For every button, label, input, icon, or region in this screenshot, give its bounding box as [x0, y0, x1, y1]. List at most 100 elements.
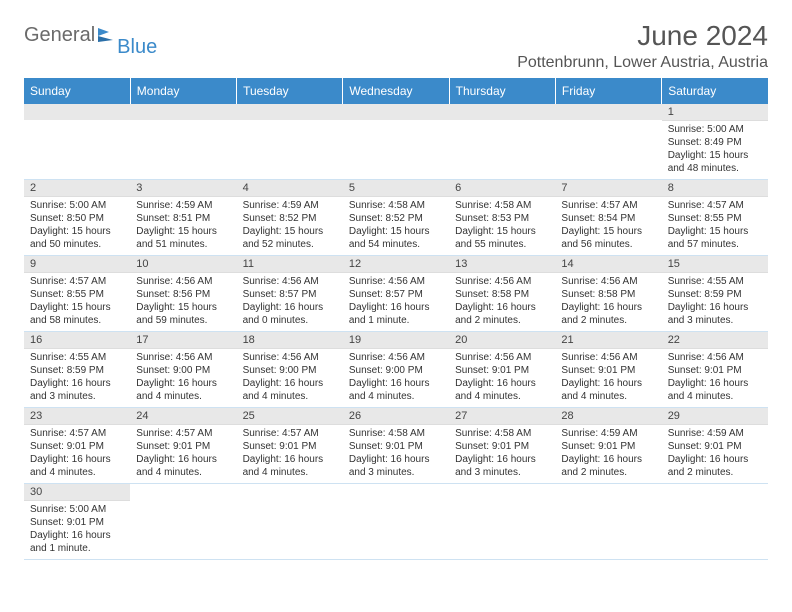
- day-number: 13: [449, 256, 555, 273]
- day-content: Sunrise: 4:59 AMSunset: 8:51 PMDaylight:…: [130, 197, 236, 255]
- sunrise-line: Sunrise: 4:58 AM: [455, 427, 549, 440]
- daylight-line: Daylight: 15 hours and 48 minutes.: [668, 149, 762, 175]
- calendar-cell: 26Sunrise: 4:58 AMSunset: 9:01 PMDayligh…: [343, 408, 449, 484]
- day-content: Sunrise: 4:56 AMSunset: 9:01 PMDaylight:…: [555, 349, 661, 407]
- day-content: Sunrise: 4:56 AMSunset: 8:57 PMDaylight:…: [343, 273, 449, 331]
- sunset-line: Sunset: 8:53 PM: [455, 212, 549, 225]
- sunrise-line: Sunrise: 4:56 AM: [668, 351, 762, 364]
- day-content: Sunrise: 4:58 AMSunset: 8:52 PMDaylight:…: [343, 197, 449, 255]
- sunrise-line: Sunrise: 4:57 AM: [30, 427, 124, 440]
- sunset-line: Sunset: 8:54 PM: [561, 212, 655, 225]
- sunset-line: Sunset: 8:55 PM: [30, 288, 124, 301]
- calendar-cell: [449, 484, 555, 560]
- sunrise-line: Sunrise: 4:56 AM: [561, 275, 655, 288]
- calendar-week-row: 1Sunrise: 5:00 AMSunset: 8:49 PMDaylight…: [24, 104, 768, 180]
- day-content: Sunrise: 4:57 AMSunset: 8:55 PMDaylight:…: [662, 197, 768, 255]
- day-number: 28: [555, 408, 661, 425]
- day-number: 9: [24, 256, 130, 273]
- day-number: 3: [130, 180, 236, 197]
- day-content: Sunrise: 4:55 AMSunset: 8:59 PMDaylight:…: [662, 273, 768, 331]
- weekday-header: Tuesday: [237, 78, 343, 104]
- weekday-header: Wednesday: [343, 78, 449, 104]
- calendar-cell: 19Sunrise: 4:56 AMSunset: 9:00 PMDayligh…: [343, 332, 449, 408]
- daylight-line: Daylight: 16 hours and 4 minutes.: [455, 377, 549, 403]
- day-number: 4: [237, 180, 343, 197]
- day-number: 12: [343, 256, 449, 273]
- calendar-cell: 3Sunrise: 4:59 AMSunset: 8:51 PMDaylight…: [130, 180, 236, 256]
- sunset-line: Sunset: 8:58 PM: [561, 288, 655, 301]
- sunset-line: Sunset: 9:00 PM: [136, 364, 230, 377]
- daylight-line: Daylight: 16 hours and 4 minutes.: [136, 377, 230, 403]
- logo: General Blue: [24, 24, 157, 47]
- sunrise-line: Sunrise: 4:56 AM: [243, 275, 337, 288]
- calendar-cell: 22Sunrise: 4:56 AMSunset: 9:01 PMDayligh…: [662, 332, 768, 408]
- day-content: Sunrise: 4:59 AMSunset: 8:52 PMDaylight:…: [237, 197, 343, 255]
- calendar-cell: 9Sunrise: 4:57 AMSunset: 8:55 PMDaylight…: [24, 256, 130, 332]
- sunset-line: Sunset: 9:01 PM: [561, 364, 655, 377]
- sunset-line: Sunset: 8:55 PM: [668, 212, 762, 225]
- calendar-cell: 21Sunrise: 4:56 AMSunset: 9:01 PMDayligh…: [555, 332, 661, 408]
- day-content: Sunrise: 4:58 AMSunset: 8:53 PMDaylight:…: [449, 197, 555, 255]
- day-content: Sunrise: 4:57 AMSunset: 9:01 PMDaylight:…: [237, 425, 343, 483]
- empty-day-header: [555, 104, 661, 120]
- day-content: Sunrise: 4:57 AMSunset: 9:01 PMDaylight:…: [24, 425, 130, 483]
- sunrise-line: Sunrise: 4:59 AM: [136, 199, 230, 212]
- sunrise-line: Sunrise: 4:56 AM: [561, 351, 655, 364]
- sunset-line: Sunset: 8:56 PM: [136, 288, 230, 301]
- day-number: 18: [237, 332, 343, 349]
- calendar-cell: [237, 104, 343, 180]
- sunset-line: Sunset: 9:01 PM: [668, 440, 762, 453]
- daylight-line: Daylight: 16 hours and 1 minute.: [349, 301, 443, 327]
- calendar-cell: 30Sunrise: 5:00 AMSunset: 9:01 PMDayligh…: [24, 484, 130, 560]
- day-content: Sunrise: 4:56 AMSunset: 8:58 PMDaylight:…: [555, 273, 661, 331]
- sunrise-line: Sunrise: 4:56 AM: [136, 275, 230, 288]
- day-content: Sunrise: 5:00 AMSunset: 8:49 PMDaylight:…: [662, 121, 768, 179]
- day-number: 29: [662, 408, 768, 425]
- sunset-line: Sunset: 8:57 PM: [349, 288, 443, 301]
- day-content: Sunrise: 4:57 AMSunset: 9:01 PMDaylight:…: [130, 425, 236, 483]
- day-content: Sunrise: 4:58 AMSunset: 9:01 PMDaylight:…: [449, 425, 555, 483]
- sunrise-line: Sunrise: 4:58 AM: [455, 199, 549, 212]
- daylight-line: Daylight: 16 hours and 4 minutes.: [668, 377, 762, 403]
- sunrise-line: Sunrise: 5:00 AM: [30, 503, 124, 516]
- location: Pottenbrunn, Lower Austria, Austria: [517, 54, 768, 72]
- sunset-line: Sunset: 9:01 PM: [30, 440, 124, 453]
- sunset-line: Sunset: 8:57 PM: [243, 288, 337, 301]
- empty-day-header: [343, 104, 449, 120]
- day-number: 16: [24, 332, 130, 349]
- day-content: Sunrise: 4:55 AMSunset: 8:59 PMDaylight:…: [24, 349, 130, 407]
- day-number: 10: [130, 256, 236, 273]
- calendar-cell: [343, 104, 449, 180]
- empty-day-header: [130, 104, 236, 120]
- calendar-cell: 27Sunrise: 4:58 AMSunset: 9:01 PMDayligh…: [449, 408, 555, 484]
- day-number: 27: [449, 408, 555, 425]
- day-number: 7: [555, 180, 661, 197]
- sunset-line: Sunset: 8:59 PM: [30, 364, 124, 377]
- calendar-cell: [555, 484, 661, 560]
- sunrise-line: Sunrise: 4:55 AM: [668, 275, 762, 288]
- sunset-line: Sunset: 8:58 PM: [455, 288, 549, 301]
- calendar-cell: [662, 484, 768, 560]
- calendar-week-row: 2Sunrise: 5:00 AMSunset: 8:50 PMDaylight…: [24, 180, 768, 256]
- sunrise-line: Sunrise: 4:56 AM: [243, 351, 337, 364]
- day-content: Sunrise: 4:56 AMSunset: 9:00 PMDaylight:…: [237, 349, 343, 407]
- calendar-cell: 1Sunrise: 5:00 AMSunset: 8:49 PMDaylight…: [662, 104, 768, 180]
- calendar-cell: 11Sunrise: 4:56 AMSunset: 8:57 PMDayligh…: [237, 256, 343, 332]
- calendar-cell: 17Sunrise: 4:56 AMSunset: 9:00 PMDayligh…: [130, 332, 236, 408]
- calendar-cell: [555, 104, 661, 180]
- sunrise-line: Sunrise: 4:59 AM: [668, 427, 762, 440]
- calendar-cell: 13Sunrise: 4:56 AMSunset: 8:58 PMDayligh…: [449, 256, 555, 332]
- sunset-line: Sunset: 9:01 PM: [30, 516, 124, 529]
- day-content: Sunrise: 5:00 AMSunset: 9:01 PMDaylight:…: [24, 501, 130, 559]
- sunset-line: Sunset: 8:52 PM: [243, 212, 337, 225]
- calendar-week-row: 9Sunrise: 4:57 AMSunset: 8:55 PMDaylight…: [24, 256, 768, 332]
- daylight-line: Daylight: 15 hours and 51 minutes.: [136, 225, 230, 251]
- calendar-cell: 7Sunrise: 4:57 AMSunset: 8:54 PMDaylight…: [555, 180, 661, 256]
- day-content: Sunrise: 4:56 AMSunset: 8:58 PMDaylight:…: [449, 273, 555, 331]
- flag-icon: [97, 26, 117, 47]
- calendar-cell: 28Sunrise: 4:59 AMSunset: 9:01 PMDayligh…: [555, 408, 661, 484]
- sunrise-line: Sunrise: 4:58 AM: [349, 199, 443, 212]
- daylight-line: Daylight: 15 hours and 58 minutes.: [30, 301, 124, 327]
- daylight-line: Daylight: 16 hours and 2 minutes.: [455, 301, 549, 327]
- sunset-line: Sunset: 8:49 PM: [668, 136, 762, 149]
